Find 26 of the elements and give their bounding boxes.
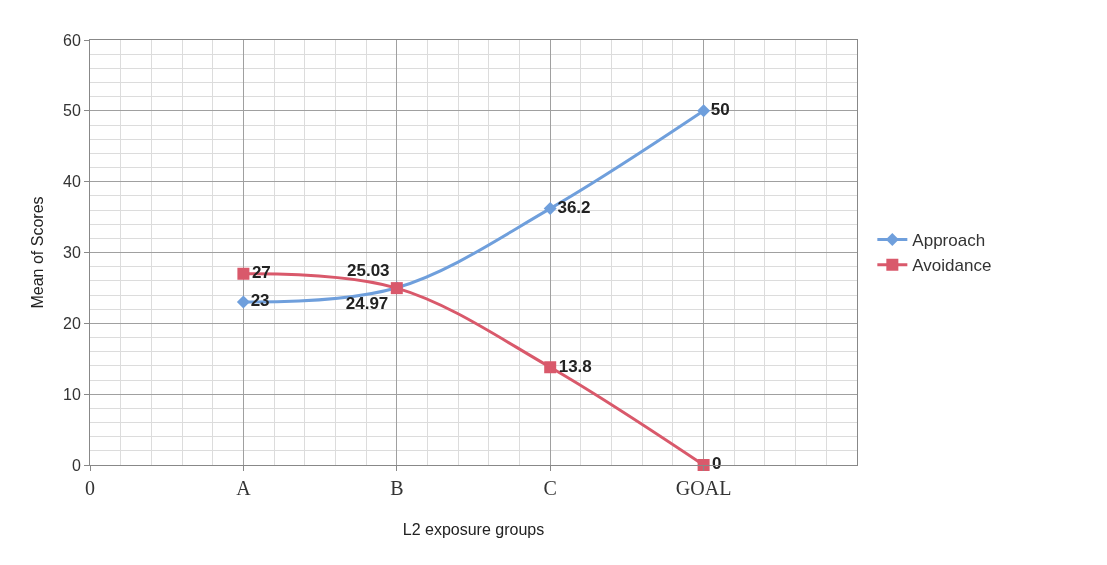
legend-label: Avoidance bbox=[912, 256, 992, 276]
data-label: 50 bbox=[710, 100, 730, 120]
x-axis-title: L2 exposure groups bbox=[402, 520, 545, 538]
x-tick-label: C bbox=[543, 477, 557, 499]
x-tick-label: GOAL bbox=[675, 477, 732, 499]
y-tick-label: 50 bbox=[63, 102, 81, 120]
x-tick-label: A bbox=[236, 477, 252, 499]
y-tick-label: 0 bbox=[71, 456, 81, 474]
y-tick-label: 40 bbox=[63, 173, 81, 191]
x-tick-label: B bbox=[390, 477, 404, 499]
data-label: 36.2 bbox=[557, 197, 591, 217]
point bbox=[237, 267, 250, 280]
point bbox=[697, 104, 711, 118]
y-tick-label: 10 bbox=[63, 385, 81, 403]
data-label: 25.03 bbox=[347, 261, 390, 281]
point bbox=[543, 202, 557, 216]
x-tick-label: 0 bbox=[85, 477, 95, 499]
point bbox=[236, 295, 250, 309]
y-tick-label: 60 bbox=[63, 31, 81, 49]
y-tick-label: 20 bbox=[63, 314, 81, 332]
point bbox=[544, 361, 557, 374]
legend-label: Approach bbox=[912, 231, 986, 251]
y-tick-label: 30 bbox=[63, 244, 81, 262]
data-label: 13.8 bbox=[558, 356, 592, 376]
y-axis-title: Mean of Scores bbox=[28, 196, 46, 309]
data-label: 24.97 bbox=[345, 294, 389, 314]
